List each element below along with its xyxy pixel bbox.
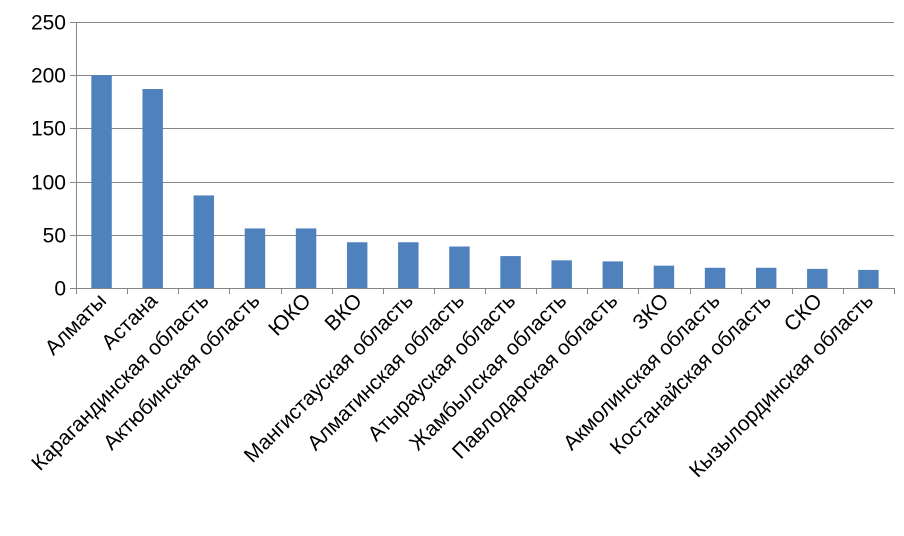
x-category-label: Алматы [41, 289, 111, 359]
y-tick-label: 50 [43, 225, 66, 248]
bar [551, 260, 572, 288]
bar [755, 267, 777, 288]
bar [858, 269, 879, 288]
axes [70, 22, 895, 294]
bar [398, 242, 419, 288]
bar [807, 268, 828, 288]
x-category-label: СКО [780, 289, 827, 336]
x-category-label: ЗКО [628, 289, 673, 334]
bar [602, 261, 624, 288]
bar [704, 267, 726, 288]
bar [142, 89, 163, 288]
x-category-label: ЮКО [264, 289, 315, 340]
gridlines [76, 22, 894, 236]
bar [91, 75, 112, 288]
y-tick-label: 0 [54, 278, 66, 301]
bar [449, 246, 470, 288]
y-tick-label: 100 [31, 172, 66, 195]
bar [295, 228, 317, 288]
bar [244, 228, 266, 288]
bars [91, 75, 879, 288]
x-category-label: ВКО [321, 289, 367, 335]
y-tick-label: 200 [31, 65, 66, 88]
y-tick-label: 250 [31, 12, 66, 35]
bar [193, 195, 215, 288]
bar [500, 256, 521, 288]
y-axis-tick-labels: 0 50 100 150 200 250 [31, 12, 66, 301]
bar [653, 265, 675, 288]
bar [346, 242, 368, 288]
y-tick-label: 150 [31, 118, 66, 141]
